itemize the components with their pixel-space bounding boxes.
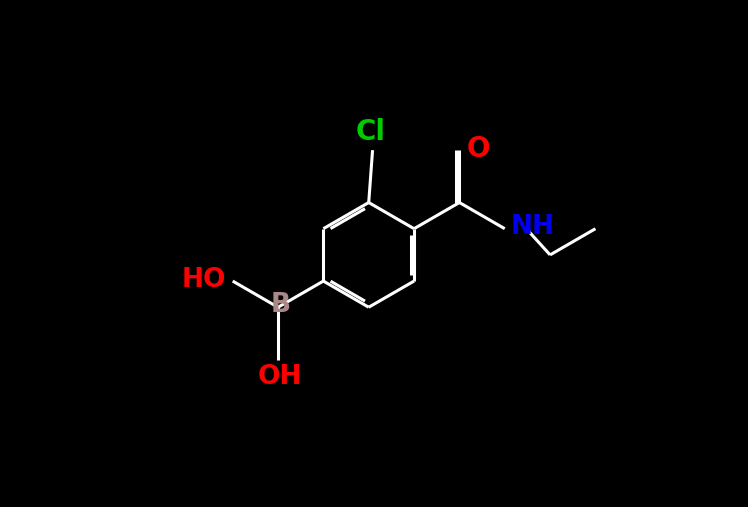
Text: NH: NH (511, 214, 555, 240)
Text: Cl: Cl (356, 118, 386, 146)
Text: O: O (467, 135, 491, 163)
Text: HO: HO (182, 267, 227, 293)
Text: B: B (270, 292, 290, 318)
Text: OH: OH (257, 364, 302, 390)
